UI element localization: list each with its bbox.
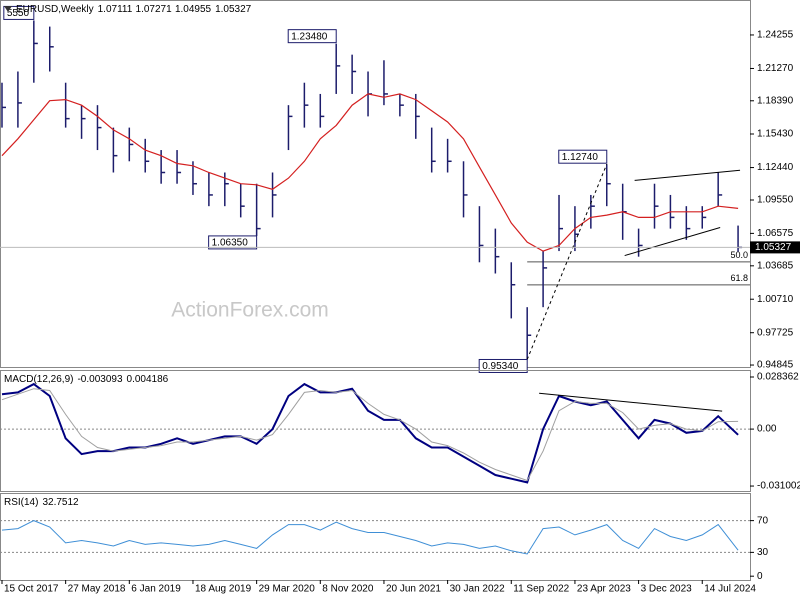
ohlc-value: 1.05327 — [215, 4, 252, 15]
indicator-value: 0.004186 — [127, 374, 169, 385]
y-tick-label: 0.94845 — [757, 360, 794, 371]
y-tick-label: 1.12440 — [757, 162, 794, 173]
series-line — [1, 93, 739, 252]
price-label-box — [478, 358, 528, 373]
indicator-value: -0.003093 — [77, 374, 122, 385]
chart-header: EURUSD,Weekly 1.07111 1.07271 1.04955 1.0532… — [16, 4, 252, 15]
current-price: 1.05327 — [755, 242, 792, 253]
trendline — [624, 227, 721, 257]
x-tick-label: 14 Jul 2024 — [704, 584, 756, 595]
symbol-icon — [4, 6, 12, 12]
x-tick-label: 8 Nov 2020 — [322, 584, 374, 595]
y-tick-label: 1.06575 — [757, 228, 794, 239]
y-tick-label: 1.21270 — [757, 63, 794, 74]
watermark: ActionForex.com — [171, 299, 329, 322]
y-tick-label: 0.00 — [757, 424, 777, 435]
x-tick-label: 18 Aug 2019 — [195, 584, 252, 595]
price-label: 1.12740 — [562, 152, 599, 163]
series-line — [1, 520, 739, 555]
price-label-box — [208, 235, 258, 250]
ohlc-value: 1.07111 — [98, 4, 133, 15]
y-tick-label: 0.028362 — [757, 372, 799, 383]
y-tick-label: 1.24255 — [757, 30, 794, 41]
price-label: 1.06350 — [212, 238, 249, 249]
x-tick-label: 15 Oct 2017 — [4, 584, 59, 595]
trendline — [634, 169, 741, 181]
indicator-name: RSI(14) — [4, 497, 38, 508]
y-tick-label: 1.00710 — [757, 294, 794, 305]
y-tick-label: 1.03685 — [757, 260, 794, 271]
price-label: 1.23480 — [291, 31, 328, 42]
price-label-box — [3, 5, 35, 20]
series-line — [1, 382, 739, 484]
price-label: 5550 — [7, 8, 30, 19]
y-tick-label: 0 — [757, 571, 763, 582]
x-tick-label: 6 Jan 2019 — [131, 584, 181, 595]
series-line — [1, 388, 739, 482]
y-tick-label: 1.18390 — [757, 95, 794, 106]
fib-label: 50.0 — [730, 250, 748, 260]
y-tick-label: 1.15430 — [757, 129, 794, 140]
indicator-value: 32.7512 — [42, 497, 79, 508]
x-tick-label: 23 Apr 2023 — [577, 584, 631, 595]
y-tick-label: 0.97725 — [757, 327, 794, 338]
x-tick-label: 20 Jun 2021 — [386, 584, 441, 595]
indicator-header: RSI(14) 32.7512 — [4, 497, 79, 508]
y-tick-label: 30 — [757, 547, 769, 558]
x-tick-label: 3 Dec 2023 — [641, 584, 693, 595]
x-tick-label: 11 Sep 2022 — [513, 584, 569, 595]
x-tick-label: 29 Mar 2020 — [259, 584, 316, 595]
panel-frame — [0, 0, 751, 368]
trendline — [539, 392, 723, 412]
price-label-box — [287, 29, 337, 44]
y-tick-label: -0.031002 — [757, 481, 800, 492]
panel-frame — [0, 370, 751, 492]
x-tick-label: 27 May 2018 — [68, 584, 126, 595]
ohlc-value: 1.07271 — [136, 4, 173, 15]
current-price-box — [750, 241, 800, 254]
indicator-header: MACD(12,26,9) -0.003093 0.004186 — [4, 374, 169, 385]
price-label: 0.95340 — [482, 361, 519, 372]
indicator-name: MACD(12,26,9) — [4, 374, 73, 385]
panel-frame — [0, 493, 751, 581]
ohlc-value: 1.04955 — [175, 4, 212, 15]
fib-label: 61.8 — [730, 273, 748, 283]
x-tick-label: 30 Jan 2022 — [450, 584, 505, 595]
symbol: EURUSD,Weekly — [16, 4, 94, 15]
price-label-box — [558, 149, 608, 164]
y-tick-label: 1.09550 — [757, 195, 794, 206]
trendline — [526, 164, 608, 360]
y-tick-label: 70 — [757, 515, 769, 526]
